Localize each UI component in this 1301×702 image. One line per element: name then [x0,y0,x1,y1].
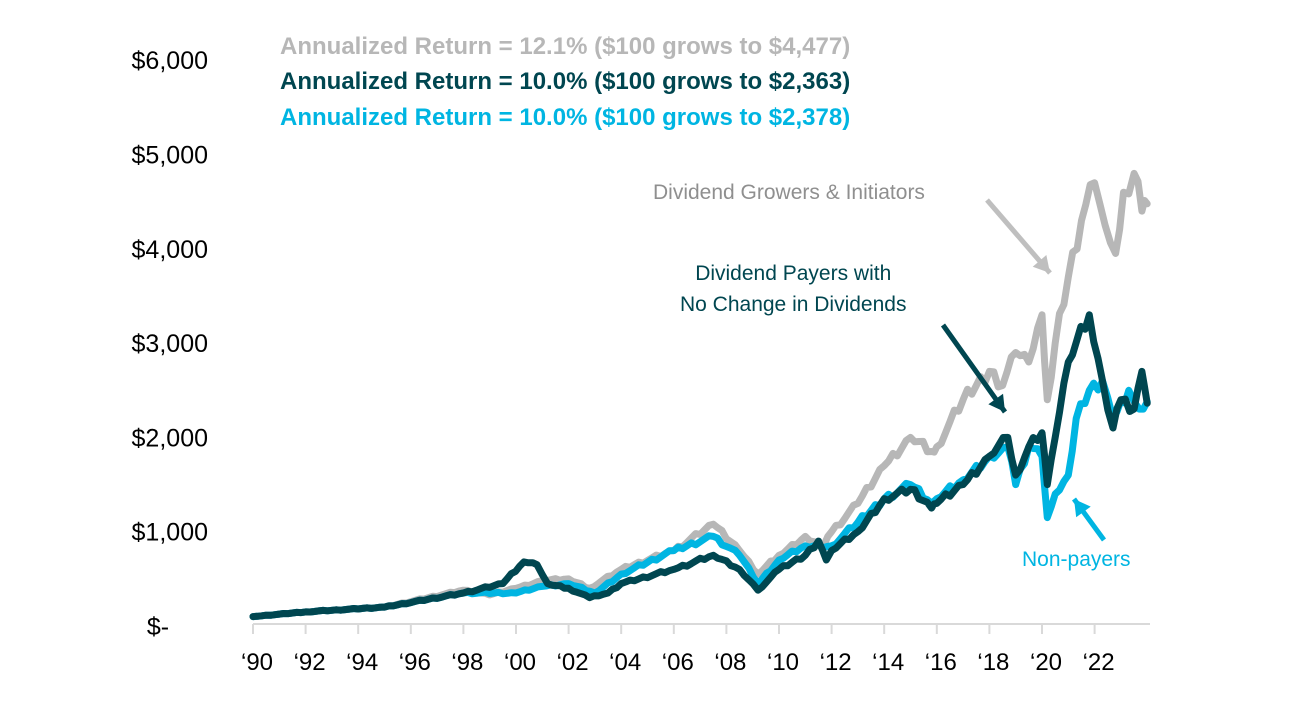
y-tick-label: $1,000 [132,519,208,547]
x-tick-label: ‘12 [820,649,852,676]
x-tick-label: ‘20 [1030,649,1062,676]
legend-non-payers: Annualized Return = 10.0% ($100 grows to… [280,104,851,131]
x-tick-label: ‘98 [451,649,483,676]
x-tick-label: ‘16 [925,649,957,676]
y-tick-label: $6,000 [132,47,208,75]
series-line-2 [249,377,1151,621]
annotation-no-change: Dividend Payers with No Change in Divide… [680,262,907,316]
y-tick-label: $5,000 [132,142,208,170]
x-tick-label: ‘96 [399,649,431,676]
x-tick-label: ‘10 [767,649,799,676]
series-line-0 [249,169,1151,621]
y-tick-label: $- [147,613,169,641]
x-tick-label: ‘22 [1083,649,1115,676]
x-tick-label: ‘18 [977,649,1009,676]
legend-no-change: Annualized Return = 10.0% ($100 grows to… [280,68,851,95]
x-tick-label: ‘94 [346,649,378,676]
arrow-no-change-head [988,393,1005,412]
annotation-non-payers: Non-payers [1022,548,1131,571]
x-tick-label: ‘14 [872,649,904,676]
legend-growers: Annualized Return = 12.1% ($100 grows to… [280,33,851,60]
x-tick-label: ‘00 [504,649,536,676]
annotation-growers: Dividend Growers & Initiators [653,181,925,204]
y-tick-label: $4,000 [132,236,208,264]
arrow-no-change [940,323,1008,414]
x-tick-label: ‘08 [714,649,746,676]
x-tick-label: ‘04 [609,649,641,676]
series-line-1 [249,311,1151,621]
x-tick-label: ‘90 [241,649,273,676]
arrow-growers-head [1032,255,1050,273]
x-tick-label: ‘92 [294,649,326,676]
y-tick-label: $2,000 [132,424,208,452]
y-tick-label: $3,000 [132,330,208,358]
arrow-non-payers-head [1074,499,1091,518]
arrow-growers [985,198,1052,275]
x-tick-label: ‘06 [662,649,694,676]
x-tick-label: ‘02 [557,649,589,676]
